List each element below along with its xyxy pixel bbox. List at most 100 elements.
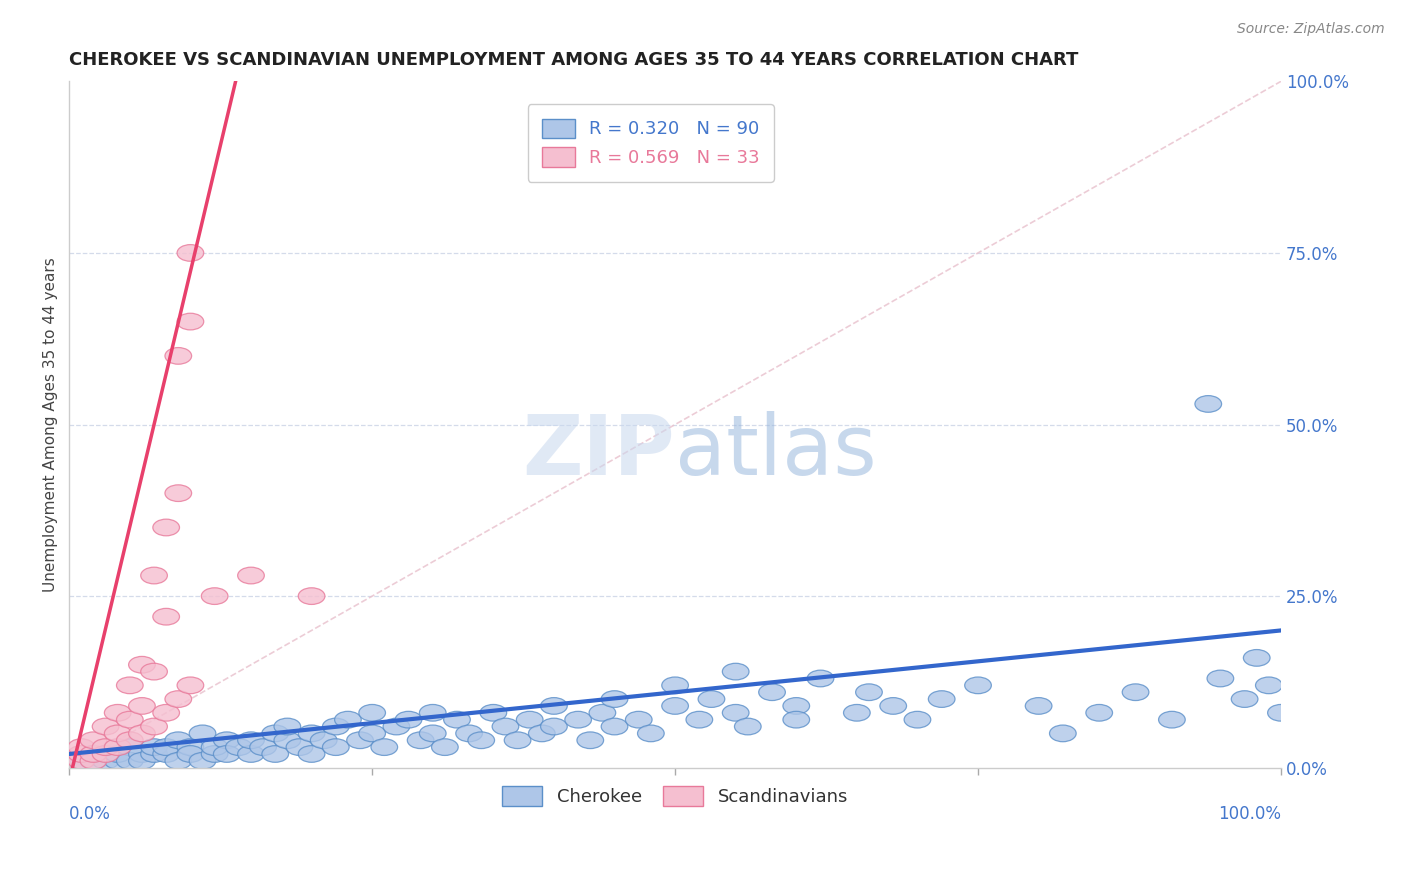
Ellipse shape	[67, 753, 94, 769]
Ellipse shape	[444, 711, 471, 728]
Ellipse shape	[67, 739, 94, 756]
Ellipse shape	[335, 711, 361, 728]
Ellipse shape	[93, 718, 120, 735]
Ellipse shape	[759, 684, 786, 700]
Ellipse shape	[67, 753, 94, 769]
Ellipse shape	[80, 753, 107, 769]
Ellipse shape	[602, 718, 628, 735]
Ellipse shape	[1085, 705, 1112, 721]
Ellipse shape	[298, 746, 325, 763]
Ellipse shape	[298, 588, 325, 605]
Ellipse shape	[928, 690, 955, 707]
Text: ZIP: ZIP	[523, 411, 675, 492]
Ellipse shape	[93, 746, 120, 763]
Ellipse shape	[734, 718, 761, 735]
Ellipse shape	[117, 677, 143, 694]
Ellipse shape	[214, 746, 240, 763]
Ellipse shape	[117, 753, 143, 769]
Ellipse shape	[540, 698, 567, 714]
Ellipse shape	[492, 718, 519, 735]
Ellipse shape	[238, 746, 264, 763]
Ellipse shape	[177, 746, 204, 763]
Ellipse shape	[80, 746, 107, 763]
Ellipse shape	[382, 718, 409, 735]
Ellipse shape	[479, 705, 506, 721]
Ellipse shape	[589, 705, 616, 721]
Ellipse shape	[965, 677, 991, 694]
Ellipse shape	[177, 313, 204, 330]
Ellipse shape	[662, 677, 689, 694]
Ellipse shape	[1206, 670, 1233, 687]
Ellipse shape	[238, 732, 264, 748]
Ellipse shape	[250, 739, 277, 756]
Ellipse shape	[165, 753, 191, 769]
Ellipse shape	[165, 690, 191, 707]
Ellipse shape	[262, 725, 288, 742]
Legend: Cherokee, Scandinavians: Cherokee, Scandinavians	[495, 780, 855, 814]
Ellipse shape	[93, 739, 120, 756]
Ellipse shape	[371, 739, 398, 756]
Ellipse shape	[723, 705, 749, 721]
Ellipse shape	[637, 725, 664, 742]
Ellipse shape	[128, 725, 155, 742]
Y-axis label: Unemployment Among Ages 35 to 44 years: Unemployment Among Ages 35 to 44 years	[44, 257, 58, 592]
Ellipse shape	[141, 718, 167, 735]
Ellipse shape	[153, 739, 180, 756]
Ellipse shape	[359, 725, 385, 742]
Ellipse shape	[104, 739, 131, 756]
Ellipse shape	[128, 746, 155, 763]
Ellipse shape	[880, 698, 907, 714]
Ellipse shape	[456, 725, 482, 742]
Ellipse shape	[540, 718, 567, 735]
Ellipse shape	[287, 739, 312, 756]
Ellipse shape	[1159, 711, 1185, 728]
Ellipse shape	[141, 746, 167, 763]
Ellipse shape	[153, 519, 180, 536]
Ellipse shape	[807, 670, 834, 687]
Ellipse shape	[177, 677, 204, 694]
Ellipse shape	[67, 746, 94, 763]
Ellipse shape	[699, 690, 724, 707]
Ellipse shape	[602, 690, 628, 707]
Ellipse shape	[783, 711, 810, 728]
Ellipse shape	[177, 244, 204, 261]
Ellipse shape	[1256, 677, 1282, 694]
Ellipse shape	[626, 711, 652, 728]
Ellipse shape	[359, 705, 385, 721]
Ellipse shape	[165, 485, 191, 501]
Ellipse shape	[311, 732, 337, 748]
Ellipse shape	[128, 657, 155, 673]
Ellipse shape	[1268, 705, 1295, 721]
Text: 100.0%: 100.0%	[1218, 805, 1281, 823]
Ellipse shape	[141, 664, 167, 680]
Ellipse shape	[322, 718, 349, 735]
Ellipse shape	[153, 608, 180, 625]
Ellipse shape	[322, 739, 349, 756]
Ellipse shape	[856, 684, 883, 700]
Ellipse shape	[201, 588, 228, 605]
Ellipse shape	[80, 746, 107, 763]
Ellipse shape	[117, 739, 143, 756]
Ellipse shape	[505, 732, 531, 748]
Ellipse shape	[177, 739, 204, 756]
Ellipse shape	[80, 732, 107, 748]
Ellipse shape	[844, 705, 870, 721]
Ellipse shape	[165, 732, 191, 748]
Text: 0.0%: 0.0%	[69, 805, 111, 823]
Ellipse shape	[565, 711, 592, 728]
Ellipse shape	[128, 753, 155, 769]
Ellipse shape	[1025, 698, 1052, 714]
Ellipse shape	[104, 753, 131, 769]
Ellipse shape	[117, 711, 143, 728]
Ellipse shape	[190, 753, 217, 769]
Ellipse shape	[529, 725, 555, 742]
Ellipse shape	[1195, 396, 1222, 412]
Ellipse shape	[201, 739, 228, 756]
Ellipse shape	[225, 739, 252, 756]
Ellipse shape	[662, 698, 689, 714]
Ellipse shape	[128, 698, 155, 714]
Ellipse shape	[141, 739, 167, 756]
Ellipse shape	[165, 348, 191, 364]
Ellipse shape	[432, 739, 458, 756]
Ellipse shape	[419, 705, 446, 721]
